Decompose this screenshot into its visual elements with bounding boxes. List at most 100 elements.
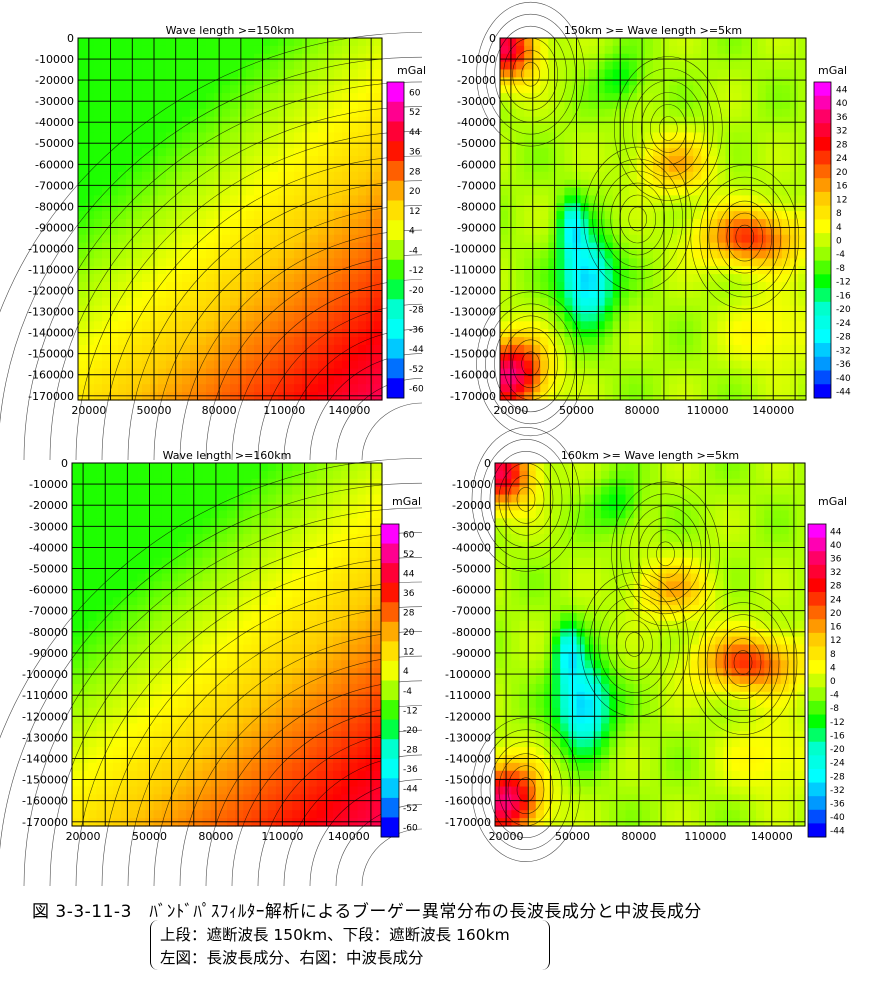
heatmap-cell [620, 45, 630, 55]
heatmap-cell [374, 226, 383, 236]
heatmap-cell [270, 376, 279, 385]
heatmap-cell [246, 368, 255, 377]
heatmap-cell [270, 329, 279, 338]
heatmap-cell [310, 195, 319, 204]
colorbar-swatch [814, 260, 831, 275]
heatmap-cell [259, 644, 269, 653]
heatmap-cell [86, 100, 95, 110]
heatmap-cell [620, 53, 630, 63]
heatmap-cell [374, 258, 383, 267]
heatmap-cell [781, 360, 791, 370]
heatmap-cell [153, 628, 163, 638]
heatmap-cell [644, 289, 654, 299]
heatmap-cell [326, 140, 335, 149]
heatmap-cell [126, 297, 135, 307]
heatmap-cell [235, 770, 244, 780]
heatmap-cell [636, 329, 646, 338]
heatmap-cell [628, 376, 638, 385]
heatmap-cell [508, 140, 517, 149]
heatmap-cell [254, 337, 263, 346]
heatmap-cell [118, 392, 127, 401]
heatmap-cell [556, 360, 566, 370]
y-tick-label: -80000 [457, 200, 496, 213]
heatmap-cell [137, 534, 147, 543]
heatmap-cell [169, 557, 179, 567]
heatmap-cell [267, 747, 277, 756]
heatmap-cell [251, 810, 261, 819]
heatmap-cell [246, 305, 255, 315]
heatmap-cell [781, 116, 791, 126]
heatmap-cell [104, 794, 114, 803]
heatmap-cell [210, 810, 220, 819]
heatmap-cell [238, 108, 247, 118]
heatmap-cell [243, 747, 253, 756]
heatmap-cell [757, 219, 767, 228]
heatmap-cell [604, 392, 614, 401]
heatmap-cell [334, 242, 343, 252]
heatmap-cell [564, 85, 574, 94]
heatmap-cell [251, 612, 261, 622]
heatmap-cell [548, 179, 557, 189]
heatmap-cell [267, 676, 277, 685]
heatmap-cell [596, 360, 606, 370]
heatmap-cell [374, 93, 383, 102]
heatmap-cell [749, 258, 759, 267]
heatmap-cell [270, 352, 279, 362]
heatmap-cell [334, 140, 343, 149]
heatmap-cell [797, 226, 807, 236]
colorbar-swatch [814, 233, 831, 248]
heatmap-cell [717, 392, 727, 401]
heatmap-cell [134, 258, 143, 267]
heatmap-cell [628, 203, 638, 212]
heatmap-cell [80, 605, 89, 614]
heatmap-cell [580, 376, 590, 385]
heatmap-cell [540, 156, 549, 165]
heatmap-cell [334, 234, 343, 244]
heatmap-cell [169, 486, 179, 496]
heatmap-cell [182, 344, 191, 354]
heatmap-cell [112, 510, 122, 519]
heatmap-cell [186, 470, 195, 480]
heatmap-cell [661, 392, 670, 401]
heatmap-cell [524, 289, 533, 299]
heatmap-cell [238, 156, 247, 165]
heatmap-cell [284, 628, 293, 638]
heatmap-cell [749, 53, 759, 63]
heatmap-cell [374, 297, 383, 307]
heatmap-cell [80, 463, 89, 472]
heatmap-cell [254, 211, 263, 220]
colorbar-tick-label: 28 [836, 140, 848, 150]
heatmap-cell [194, 731, 204, 740]
heatmap-cell [206, 171, 215, 181]
heatmap-cell [540, 274, 549, 283]
heatmap-cell [540, 171, 549, 181]
heatmap-cell [556, 132, 566, 141]
heatmap-cell [749, 344, 759, 354]
heatmap-cell [358, 187, 367, 196]
heatmap-cell [227, 541, 236, 551]
heatmap-cell [104, 557, 114, 567]
heatmap-cell [500, 337, 509, 346]
heatmap-cell [500, 274, 509, 283]
heatmap-cell [749, 211, 759, 220]
heatmap-cell [701, 211, 710, 220]
heatmap-cell [564, 211, 574, 220]
heatmap-cell [104, 770, 114, 780]
heatmap-cell [142, 171, 151, 181]
heatmap-cell [556, 179, 566, 189]
heatmap-cell [564, 258, 574, 267]
heatmap-cell [190, 179, 199, 189]
heatmap-cell [129, 502, 138, 511]
heatmap-cell [190, 234, 199, 244]
colorbar-tick-label: 32 [836, 127, 847, 137]
heatmap-cell [733, 250, 743, 259]
heatmap-cell [773, 61, 783, 71]
heatmap-cell [278, 242, 287, 252]
heatmap-cell [516, 61, 525, 71]
heatmap-cell [374, 38, 383, 47]
heatmap-cell [653, 140, 662, 149]
heatmap-cell [222, 179, 231, 189]
heatmap-cell [86, 297, 95, 307]
heatmap-cell [80, 534, 89, 543]
heatmap-cell [158, 108, 167, 118]
